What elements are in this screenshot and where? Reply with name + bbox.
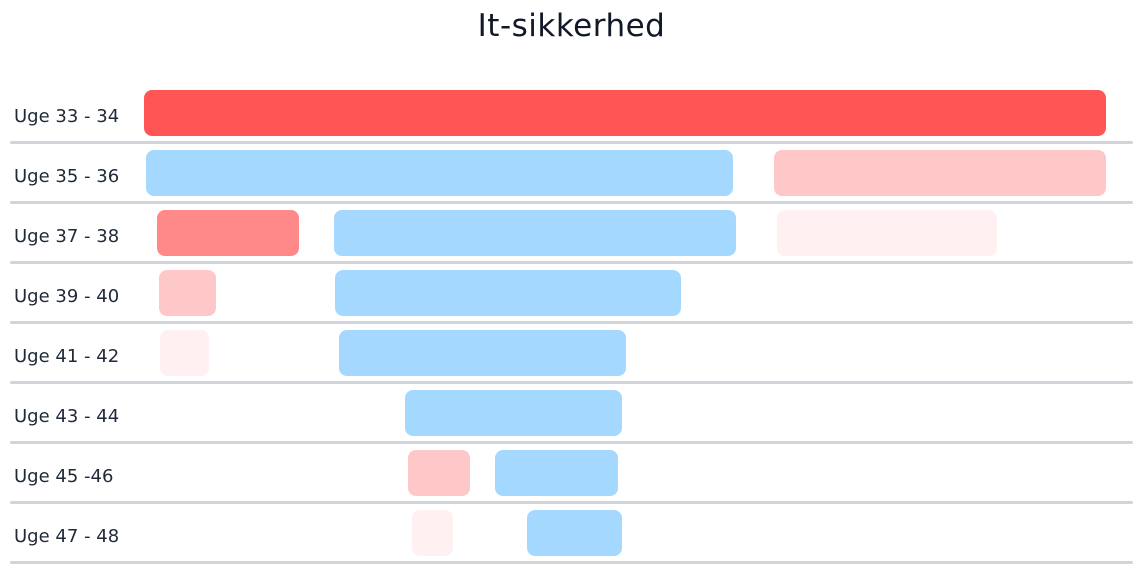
row-label: Uge 47 - 48 <box>14 526 120 547</box>
row-label: Uge 43 - 44 <box>14 406 120 427</box>
blue-bar <box>335 270 681 316</box>
red-faint-bar <box>777 210 997 256</box>
row-label: Uge 41 - 42 <box>14 346 120 367</box>
red-light-bar <box>408 450 470 496</box>
row-divider <box>10 261 1133 264</box>
row-label: Uge 35 - 36 <box>14 166 120 187</box>
week-row: Uge 35 - 36 <box>0 144 1143 204</box>
row-label: Uge 45 -46 <box>14 466 114 487</box>
week-rows: Uge 33 - 34 Uge 35 - 36 Uge 37 - 38 Uge … <box>0 84 1143 564</box>
red-faint-bar <box>160 330 209 376</box>
red-strong-bar <box>144 90 1106 136</box>
row-divider <box>10 381 1133 384</box>
blue-bar <box>334 210 736 256</box>
week-row: Uge 47 - 48 <box>0 504 1143 564</box>
row-label: Uge 39 - 40 <box>14 286 120 307</box>
week-row: Uge 37 - 38 <box>0 204 1143 264</box>
blue-bar <box>405 390 622 436</box>
blue-bar <box>339 330 626 376</box>
week-row: Uge 33 - 34 <box>0 84 1143 144</box>
row-divider <box>10 141 1133 144</box>
week-row: Uge 45 -46 <box>0 444 1143 504</box>
red-light-bar <box>774 150 1106 196</box>
row-label: Uge 37 - 38 <box>14 226 120 247</box>
blue-bar <box>495 450 618 496</box>
blue-bar <box>527 510 622 556</box>
week-row: Uge 43 - 44 <box>0 384 1143 444</box>
row-divider <box>10 441 1133 444</box>
diagram-title: It-sikkerhed <box>477 8 666 44</box>
row-divider <box>10 321 1133 324</box>
blue-bar <box>146 150 733 196</box>
week-row: Uge 41 - 42 <box>0 324 1143 384</box>
red-mid-bar <box>157 210 299 256</box>
red-light-bar <box>159 270 216 316</box>
row-divider <box>10 501 1133 504</box>
row-divider <box>10 561 1133 564</box>
red-faint-bar <box>412 510 453 556</box>
week-row: Uge 39 - 40 <box>0 264 1143 324</box>
row-label: Uge 33 - 34 <box>14 106 120 127</box>
row-divider <box>10 201 1133 204</box>
